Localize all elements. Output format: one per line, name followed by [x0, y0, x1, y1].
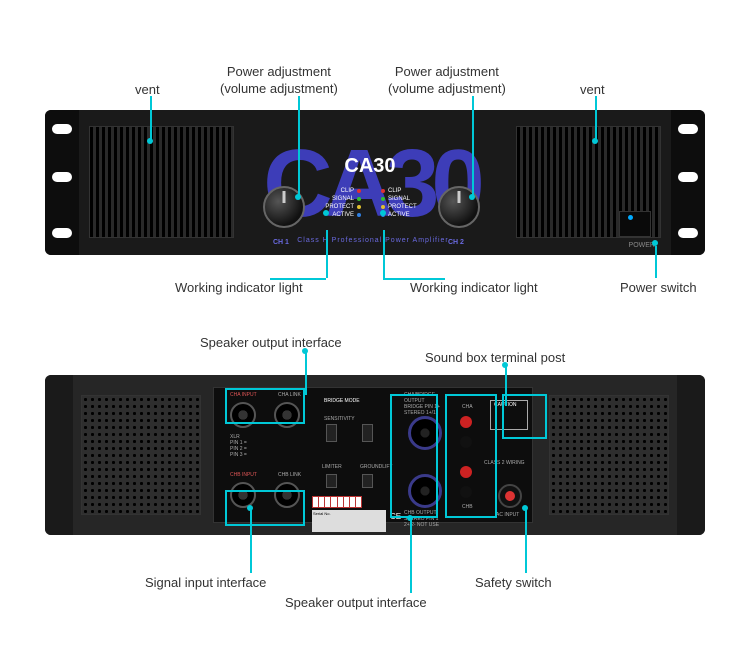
callout-label-speaker_out_bottom: Speaker output interface [285, 595, 427, 612]
indicator-text: ACTIVE [388, 212, 410, 218]
callout-label-indicator_right: Working indicator light [410, 280, 538, 297]
indicator-text: SIGNAL [388, 196, 410, 202]
callout-line [595, 96, 597, 140]
led-icon [381, 197, 385, 201]
rack-ear-right [671, 110, 705, 255]
sensitivity-switch[interactable] [362, 424, 373, 442]
indicator-row: SIGNAL [381, 196, 421, 202]
indicator-column-ch2: CLIP SIGNAL PROTECT ACTIVE [381, 188, 421, 220]
led-icon [357, 197, 361, 201]
safety-breaker[interactable] [498, 484, 522, 508]
bridge-switch[interactable] [326, 424, 337, 442]
rear-rack-ear-right [677, 375, 705, 535]
highlight-box [225, 388, 305, 424]
rear-vent-left [81, 395, 201, 515]
callout-line [298, 96, 300, 196]
callout-dot-icon [522, 505, 528, 511]
callout-line [655, 246, 657, 278]
control-area: CH 1 CH 2 CLIPSIGNALPROTECTACTIVE CLIPSI… [243, 182, 503, 248]
callout-dot-icon [295, 194, 301, 200]
led-icon [357, 213, 361, 217]
callout-dot-icon [469, 194, 475, 200]
indicator-row: CLIP [381, 188, 421, 194]
callout-label-vent_left: vent [135, 82, 160, 99]
indicator-text: PROTECT [325, 204, 354, 210]
product-tagline: Class H Professional Power Amplifier [243, 237, 503, 244]
callout-line [383, 230, 385, 278]
led-icon [357, 205, 361, 209]
highlight-box [225, 490, 305, 526]
callout-dot-icon [592, 138, 598, 144]
callout-line [150, 96, 152, 140]
callout-line [305, 350, 307, 395]
callout-label-speaker_out_top: Speaker output interface [200, 335, 342, 352]
groundlift-label: GROUNDLIFT [360, 464, 393, 470]
serial-plate: Serial No. [312, 510, 386, 532]
indicator-row: PROTECT [321, 204, 361, 210]
indicator-row: CLIP [321, 188, 361, 194]
indicator-text: CLIP [341, 188, 354, 194]
callout-label-safety_switch: Safety switch [475, 575, 552, 592]
indicator-row: PROTECT [381, 204, 421, 210]
callout-label-signal_input: Signal input interface [145, 575, 266, 592]
callout-line [410, 520, 412, 593]
callout-label-power_adj_right: Power adjustment (volume adjustment) [388, 64, 506, 98]
power-switch[interactable] [619, 211, 651, 237]
limiter-switch[interactable] [326, 474, 337, 488]
highlight-box [390, 394, 438, 518]
callout-label-indicator_left: Working indicator light [175, 280, 303, 297]
indicator-row: SIGNAL [321, 196, 361, 202]
callout-dot-icon [147, 138, 153, 144]
led-icon [381, 189, 385, 193]
callout-dot-icon [302, 348, 308, 354]
xlr-pinout: XLR PIN 1 = PIN 2 = PIN 3 = [230, 434, 247, 458]
callout-dot-icon [380, 210, 386, 216]
rear-vent-right [549, 395, 669, 515]
callout-label-power_adj_left: Power adjustment (volume adjustment) [220, 64, 338, 98]
highlight-box [445, 394, 497, 518]
led-icon [357, 189, 361, 193]
callout-label-power_switch: Power switch [620, 280, 697, 297]
ac-input-label: AC INPUT [496, 512, 519, 518]
indicator-text: SIGNAL [332, 196, 354, 202]
callout-line [270, 278, 326, 280]
callout-dot-icon [502, 362, 508, 368]
chb-input-label: CHB INPUT [230, 472, 257, 478]
model-logo-small: CA30 [344, 155, 395, 178]
rear-rack-ear-left [45, 375, 73, 535]
amplifier-rear-panel: CHA INPUT CHA LINK CHB INPUT CHB LINK XL… [45, 375, 705, 535]
callout-line [383, 278, 445, 280]
indicator-text: CLIP [388, 188, 401, 194]
limiter-label: LIMITER [322, 464, 342, 470]
indicator-text: PROTECT [388, 204, 417, 210]
sensitivity-label: SENSITIVITY [324, 416, 355, 422]
callout-line [525, 510, 527, 573]
callout-dot-icon [323, 210, 329, 216]
vent-left [89, 126, 234, 238]
indicator-row: ACTIVE [381, 212, 421, 218]
groundlift-switch[interactable] [362, 474, 373, 488]
callout-dot-icon [652, 240, 658, 246]
callout-label-sound_box: Sound box terminal post [425, 350, 565, 367]
power-led-icon [628, 215, 633, 220]
callout-line [472, 96, 474, 196]
callout-line [326, 230, 328, 278]
highlight-box [502, 394, 547, 439]
amplifier-front-panel: CA30 CA30 CH 1 CH 2 CLIPSIGNALPROTECTACT… [45, 110, 705, 255]
callout-label-vent_right: vent [580, 82, 605, 99]
bridge-mode-label: BRIDGE MODE [324, 398, 360, 404]
indicator-text: ACTIVE [332, 212, 354, 218]
chb-link-label: CHB LINK [278, 472, 301, 478]
dip-switch[interactable] [312, 496, 362, 508]
rack-ear-left [45, 110, 79, 255]
led-icon [381, 205, 385, 209]
